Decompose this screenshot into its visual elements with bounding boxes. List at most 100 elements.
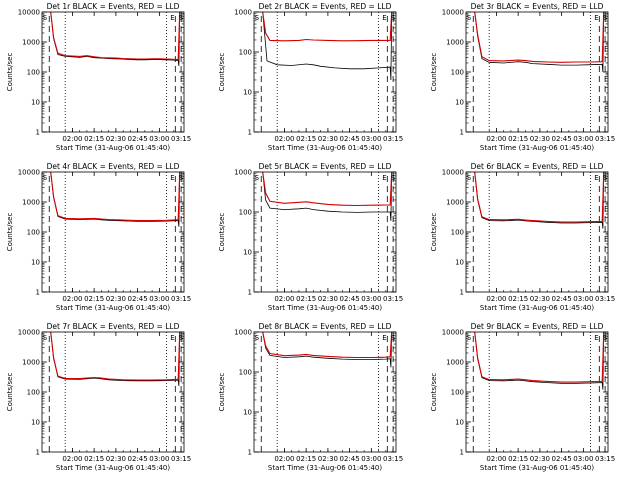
y-tick-label: 1 [460, 129, 464, 137]
time-marker-label: S [179, 14, 184, 22]
y-tick-label: 1000 [446, 359, 464, 367]
time-marker-label: S [467, 14, 472, 22]
x-tick-label: 02:15 [508, 455, 528, 463]
x-tick-label: 03:00 [149, 295, 169, 303]
time-marker-label: E [170, 334, 174, 342]
x-axis-label: Start Time (31-Aug-06 01:45:40) [56, 144, 170, 152]
time-marker-label: E [170, 14, 174, 22]
events-series-line [474, 332, 605, 390]
x-tick-label: 03:15 [171, 135, 191, 143]
y-tick-label: 10000 [442, 329, 464, 337]
panel-title: Det 7r BLACK = Events, RED = LLD [47, 322, 180, 331]
series-group [262, 12, 393, 81]
x-tick-label: 03:00 [361, 295, 381, 303]
x-tick-label: 03:00 [361, 135, 381, 143]
x-tick-label: 02:00 [62, 135, 82, 143]
y-tick-label: 1000 [446, 39, 464, 47]
x-tick-label: 03:00 [361, 455, 381, 463]
panel-title: Det 1r BLACK = Events, RED = LLD [47, 2, 180, 11]
lld-series-line [474, 172, 605, 223]
x-tick-label: 03:15 [171, 295, 191, 303]
x-tick-label: 03:15 [171, 455, 191, 463]
time-marker-label: S [467, 174, 472, 182]
events-series-line [262, 332, 393, 368]
y-tick-label: 1 [248, 289, 252, 297]
series-group [50, 172, 181, 227]
y-tick-label: 10 [31, 99, 40, 107]
y-tick-label: 1 [36, 449, 40, 457]
x-axis-label: Start Time (31-Aug-06 01:45:40) [268, 464, 382, 472]
x-tick-label: 02:30 [530, 295, 550, 303]
y-tick-label: 1 [460, 449, 464, 457]
y-tick-label: 10 [243, 249, 252, 257]
x-tick-label: 03:15 [383, 455, 403, 463]
time-marker-label: S [603, 334, 608, 342]
x-tick-label: 02:45 [552, 295, 572, 303]
events-series-line [50, 332, 181, 386]
x-axis-label: Start Time (31-Aug-06 01:45:40) [56, 304, 170, 312]
time-marker-label: E [594, 174, 598, 182]
y-tick-label: 1 [36, 129, 40, 137]
panel-det-5: Det 5r BLACK = Events, RED = LLD 1 10 100 10… [218, 162, 403, 312]
x-tick-label: 02:45 [340, 295, 360, 303]
plot-frame [465, 171, 609, 293]
time-marker-label: S [43, 334, 48, 342]
x-tick-label: 02:30 [530, 135, 550, 143]
time-marker-label: S [255, 334, 260, 342]
x-tick-label: 02:45 [128, 295, 148, 303]
y-tick-label: 10000 [442, 9, 464, 17]
lld-series-line [474, 332, 605, 383]
x-tick-label: 03:00 [149, 135, 169, 143]
y-axis-label: Counts/sec [6, 53, 14, 92]
panel-title: Det 9r BLACK = Events, RED = LLD [471, 322, 604, 331]
x-tick-label: 02:00 [274, 455, 294, 463]
time-marker-label: S [43, 14, 48, 22]
y-tick-label: 100 [451, 69, 464, 77]
events-series-line [262, 12, 393, 81]
panel-det-8: Det 8r BLACK = Events, RED = LLD 1 10 100 10… [218, 322, 403, 472]
panel-det-6: Det 6r BLACK = Events, RED = LLD 1 10 100 10… [430, 162, 615, 312]
y-tick-label: 1000 [234, 329, 252, 337]
y-tick-label: 10 [455, 419, 464, 427]
lld-series-line [262, 332, 393, 359]
y-tick-label: 1000 [234, 9, 252, 17]
time-marker-label: S [391, 14, 396, 22]
x-axis-label: Start Time (31-Aug-06 01:45:40) [268, 304, 382, 312]
time-marker-label: S [255, 174, 260, 182]
y-tick-label: 1 [248, 449, 252, 457]
y-tick-label: 1 [460, 289, 464, 297]
x-tick-label: 03:15 [383, 295, 403, 303]
y-axis-label: Counts/sec [218, 213, 226, 252]
y-tick-label: 10000 [18, 169, 40, 177]
y-tick-label: 1000 [446, 199, 464, 207]
x-tick-label: 02:45 [340, 135, 360, 143]
time-marker-label: S [603, 174, 608, 182]
time-marker-label: E [382, 174, 386, 182]
time-marker-label: S [391, 334, 396, 342]
time-marker-label: E [594, 334, 598, 342]
time-marker-label: E [382, 334, 386, 342]
y-tick-label: 100 [451, 229, 464, 237]
time-marker-label: S [391, 174, 396, 182]
x-tick-label: 02:45 [128, 135, 148, 143]
time-marker-label: E [594, 14, 598, 22]
x-axis-label: Start Time (31-Aug-06 01:45:40) [480, 304, 594, 312]
x-tick-label: 02:45 [340, 455, 360, 463]
panel-det-9: Det 9r BLACK = Events, RED = LLD 1 10 100 10… [430, 322, 615, 472]
x-axis-label: Start Time (31-Aug-06 01:45:40) [56, 464, 170, 472]
panel-title: Det 3r BLACK = Events, RED = LLD [471, 2, 604, 11]
lld-series-line [50, 172, 181, 222]
x-tick-label: 03:15 [383, 135, 403, 143]
events-series-line [474, 172, 605, 229]
panel-title: Det 5r BLACK = Events, RED = LLD [259, 162, 392, 171]
x-tick-label: 02:15 [296, 135, 316, 143]
lld-series-line [474, 12, 605, 63]
time-marker-label: S [255, 14, 260, 22]
y-tick-label: 1 [248, 129, 252, 137]
panel-title: Det 8r BLACK = Events, RED = LLD [259, 322, 392, 331]
x-tick-label: 02:30 [318, 295, 338, 303]
series-group [474, 172, 605, 229]
time-marker-label: S [43, 174, 48, 182]
x-tick-label: 02:00 [274, 295, 294, 303]
plot-frame [41, 11, 185, 133]
